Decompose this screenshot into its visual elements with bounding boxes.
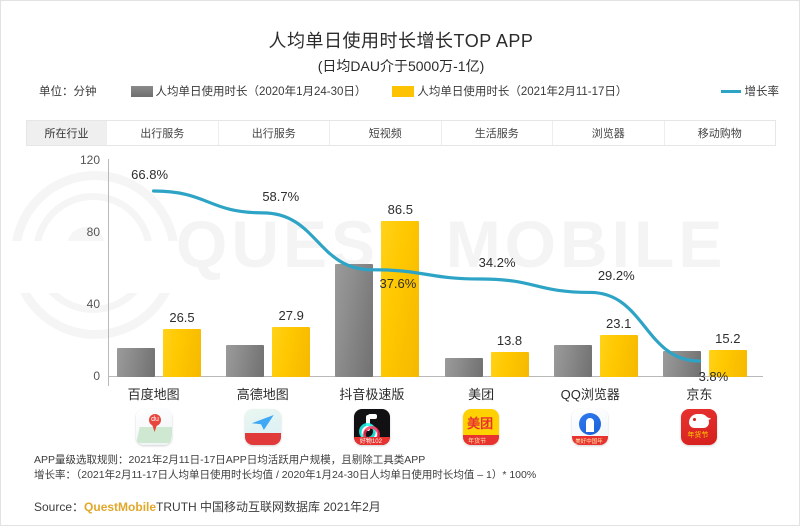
bar-group-4: 23.1 — [546, 151, 655, 377]
yellow-swatch-icon — [392, 85, 415, 97]
gray-swatch-icon — [130, 85, 153, 97]
chart-legend: 单位：分钟 人均单日使用时长（2020年1月24-30日） 人均单日使用时长（2… — [39, 81, 779, 101]
baidu-map-icon: du — [135, 409, 172, 445]
legend-label-series1: 人均单日使用时长（2020年1月24-30日） — [155, 86, 367, 98]
bar-group-2: 86.5 — [327, 151, 436, 377]
x-category-2: 抖音极速版 — [339, 387, 405, 402]
unit-label: 单位：分钟 — [39, 86, 97, 98]
legend-item-line: 增长率 — [720, 83, 780, 99]
y-tick-0: 0 — [93, 369, 100, 383]
bar-2020-5 — [662, 350, 701, 377]
industry-header-table: 所在行业 出行服务 出行服务 短视频 生活服务 浏览器 移动购物 — [26, 120, 776, 146]
bar-2020-4 — [553, 344, 592, 377]
bar-2021-3 — [490, 352, 529, 377]
growth-label-0: 66.8% — [131, 167, 169, 182]
bar-2021-0 — [163, 329, 201, 377]
chart-subtitle: (日均DAU介于5000万-1亿) — [317, 58, 485, 74]
douyin-lite-icon: 好物102 — [353, 409, 390, 445]
bar-2021-4 — [599, 335, 638, 377]
line-swatch-icon — [720, 89, 741, 93]
bar-2020-0 — [117, 348, 155, 377]
legend-item-series1: 人均单日使用时长（2020年1月24-30日） — [130, 83, 367, 99]
source-brand: QuestMobile — [84, 500, 157, 514]
industry-cell-4: 浏览器 — [553, 121, 665, 145]
x-category-5: 京东 — [686, 387, 713, 402]
value-label-2: 86.5 — [387, 202, 413, 218]
growth-label-2: 37.6% — [379, 275, 417, 291]
y-tick-80: 80 — [86, 225, 100, 239]
industry-cell-5: 移动购物 — [697, 128, 742, 140]
industry-header-cell: 所在行业 — [27, 121, 107, 145]
y-axis-line — [108, 159, 109, 386]
growth-label-5: 3.8% — [698, 369, 729, 384]
footnotes: APP量级选取规则：2021年2月11日-17日APP日均活跃用户规模，且剔除工… — [34, 453, 764, 483]
bar-group-0: 26.5 — [109, 151, 218, 377]
x-category-3: 美团 — [468, 387, 495, 402]
bar-groups: 26.5 27.9 86.5 13.8 23.1 15.2 — [109, 151, 764, 377]
source-prefix: Source： — [34, 500, 85, 514]
qq-browser-icon: 美好中国年 — [572, 409, 609, 445]
bar-group-1: 27.9 — [218, 151, 327, 377]
jd-icon: 年货节 — [681, 409, 718, 445]
bar-2021-2 — [381, 221, 420, 377]
legend-label-line: 增长率 — [744, 86, 780, 98]
x-category-0: 百度地图 — [127, 387, 180, 402]
legend-item-series2: 人均单日使用时长（2021年2月11-17日） — [392, 83, 627, 99]
growth-label-4: 29.2% — [597, 268, 635, 284]
value-label-1: 27.9 — [278, 307, 304, 323]
bar-group-5: 15.2 — [655, 151, 764, 377]
amap-icon — [244, 409, 281, 445]
x-category-4: QQ浏览器 — [560, 387, 620, 402]
bar-2020-3 — [444, 358, 483, 377]
growth-label-3: 34.2% — [478, 254, 516, 270]
source-line: Source：QuestMobileTRUTH 中国移动互联网数据库 2021年… — [34, 498, 381, 515]
bar-2021-1 — [272, 326, 311, 377]
industry-cell-3: 生活服务 — [442, 121, 553, 145]
bar-2020-2 — [335, 263, 374, 377]
x-axis-line — [108, 376, 763, 377]
x-axis-categories: 百度地图 高德地图 抖音极速版 美团 QQ浏览器 京东 — [109, 384, 764, 402]
app-icon-row: du 好物102 美团 年货节 美好中国年 年货节 — [109, 409, 764, 453]
industry-cell-2: 短视频 — [330, 121, 442, 145]
footnote-0: APP量级选取规则：2021年2月11日-17日APP日均活跃用户规模，且剔除工… — [34, 454, 426, 466]
y-tick-40: 40 — [86, 297, 100, 311]
footnote-1: 增长率：（2021年2月11-17日人均单日使用时长均值 / 2020年1月24… — [34, 469, 537, 481]
chart-title: 人均单日使用时长增长TOP APP — [268, 31, 534, 51]
industry-cell-0: 出行服务 — [107, 121, 219, 145]
value-label-4: 23.1 — [606, 316, 632, 332]
legend-label-series2: 人均单日使用时长（2021年2月11-17日） — [417, 86, 628, 98]
industry-cell-1: 出行服务 — [219, 121, 330, 145]
value-label-5: 15.2 — [715, 330, 741, 346]
bar-2021-5 — [708, 349, 747, 377]
bar-2020-1 — [226, 345, 265, 377]
plot-area: 0 40 80 120 26.5 27.9 86.5 13.8 23.1 15.2 66.8% 5… — [26, 151, 776, 401]
value-label-3: 13.8 — [496, 333, 523, 349]
value-label-0: 26.5 — [169, 310, 195, 326]
growth-label-1: 58.7% — [262, 188, 300, 204]
y-tick-120: 120 — [79, 153, 100, 167]
x-category-1: 高德地图 — [236, 387, 289, 402]
source-rest: TRUTH 中国移动互联网数据库 2021年2月 — [156, 500, 381, 514]
meituan-icon: 美团 年货节 — [463, 409, 500, 445]
